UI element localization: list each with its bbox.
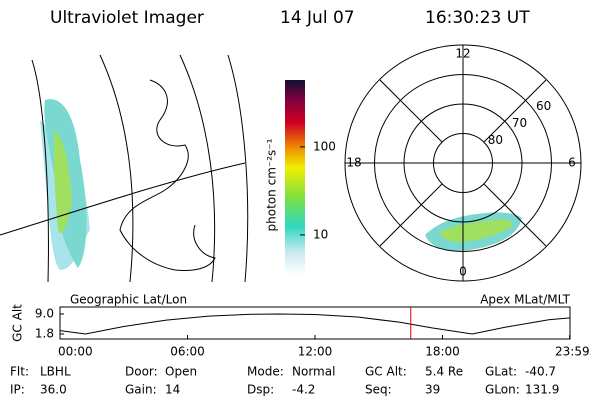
mlt-label: 18	[346, 156, 361, 170]
field-label: IP:	[10, 383, 25, 397]
field-value: Normal	[292, 365, 335, 379]
lat-circle	[374, 74, 552, 252]
time: 16:30:23 UT	[425, 8, 530, 28]
field-value: 5.4 Re	[425, 365, 463, 379]
title: Ultraviolet Imager	[50, 8, 204, 28]
lat-circle	[433, 133, 493, 193]
x-tick-label: 23:59	[555, 345, 590, 359]
colorbar-tick-label: 10	[313, 227, 328, 241]
field-label: Seq:	[365, 383, 392, 397]
y-tick-label: 9.0	[35, 306, 54, 320]
x-tick-label: 06:00	[170, 345, 205, 359]
field-value: 131.9	[525, 383, 559, 397]
lat-label: 80	[488, 133, 503, 147]
colorbar-label: photon cm⁻²s⁻¹	[265, 138, 279, 231]
field-value: Open	[165, 365, 197, 379]
y-label: GC Alt	[11, 304, 25, 342]
colorbar-tick-label: 100	[313, 139, 336, 153]
mlt-label: 6	[568, 156, 576, 170]
field-label: GLon:	[485, 383, 520, 397]
field-label: GC Alt:	[365, 365, 407, 379]
field-label: Gain:	[125, 383, 157, 397]
field-label: Flt:	[10, 365, 29, 379]
left-label: Geographic Lat/Lon	[70, 293, 187, 307]
timeline: Geographic Lat/Lon Apex MLat/MLT GC Alt	[11, 293, 571, 342]
x-tick-label: 12:00	[298, 345, 333, 359]
x-tick-label: 18:00	[425, 345, 460, 359]
polar-plot	[344, 44, 582, 282]
geo-map	[0, 54, 249, 283]
field-value: -4.2	[292, 383, 315, 397]
field-label: Door:	[125, 365, 158, 379]
field-value: -40.7	[525, 365, 556, 379]
lat-label: 60	[536, 99, 551, 113]
field-value: LBHL	[40, 365, 71, 379]
field-value: 14	[165, 383, 180, 397]
field-value: 36.0	[40, 383, 67, 397]
field-label: Mode:	[247, 365, 284, 379]
mlt-label: 12	[455, 47, 470, 61]
lat-circle	[403, 103, 523, 223]
x-tick-label: 00:00	[58, 345, 93, 359]
field-label: Dsp:	[247, 383, 274, 397]
altitude-line	[59, 313, 571, 335]
mlt-label: 0	[459, 265, 467, 279]
lat-label: 70	[512, 116, 527, 130]
field-label: GLat:	[485, 365, 517, 379]
right-label: Apex MLat/MLT	[480, 293, 570, 307]
colorbar	[285, 80, 305, 275]
plot-frame	[59, 306, 571, 340]
y-tick-label: 1.8	[35, 326, 54, 340]
field-value: 39	[425, 383, 440, 397]
date: 14 Jul 07	[280, 8, 355, 28]
